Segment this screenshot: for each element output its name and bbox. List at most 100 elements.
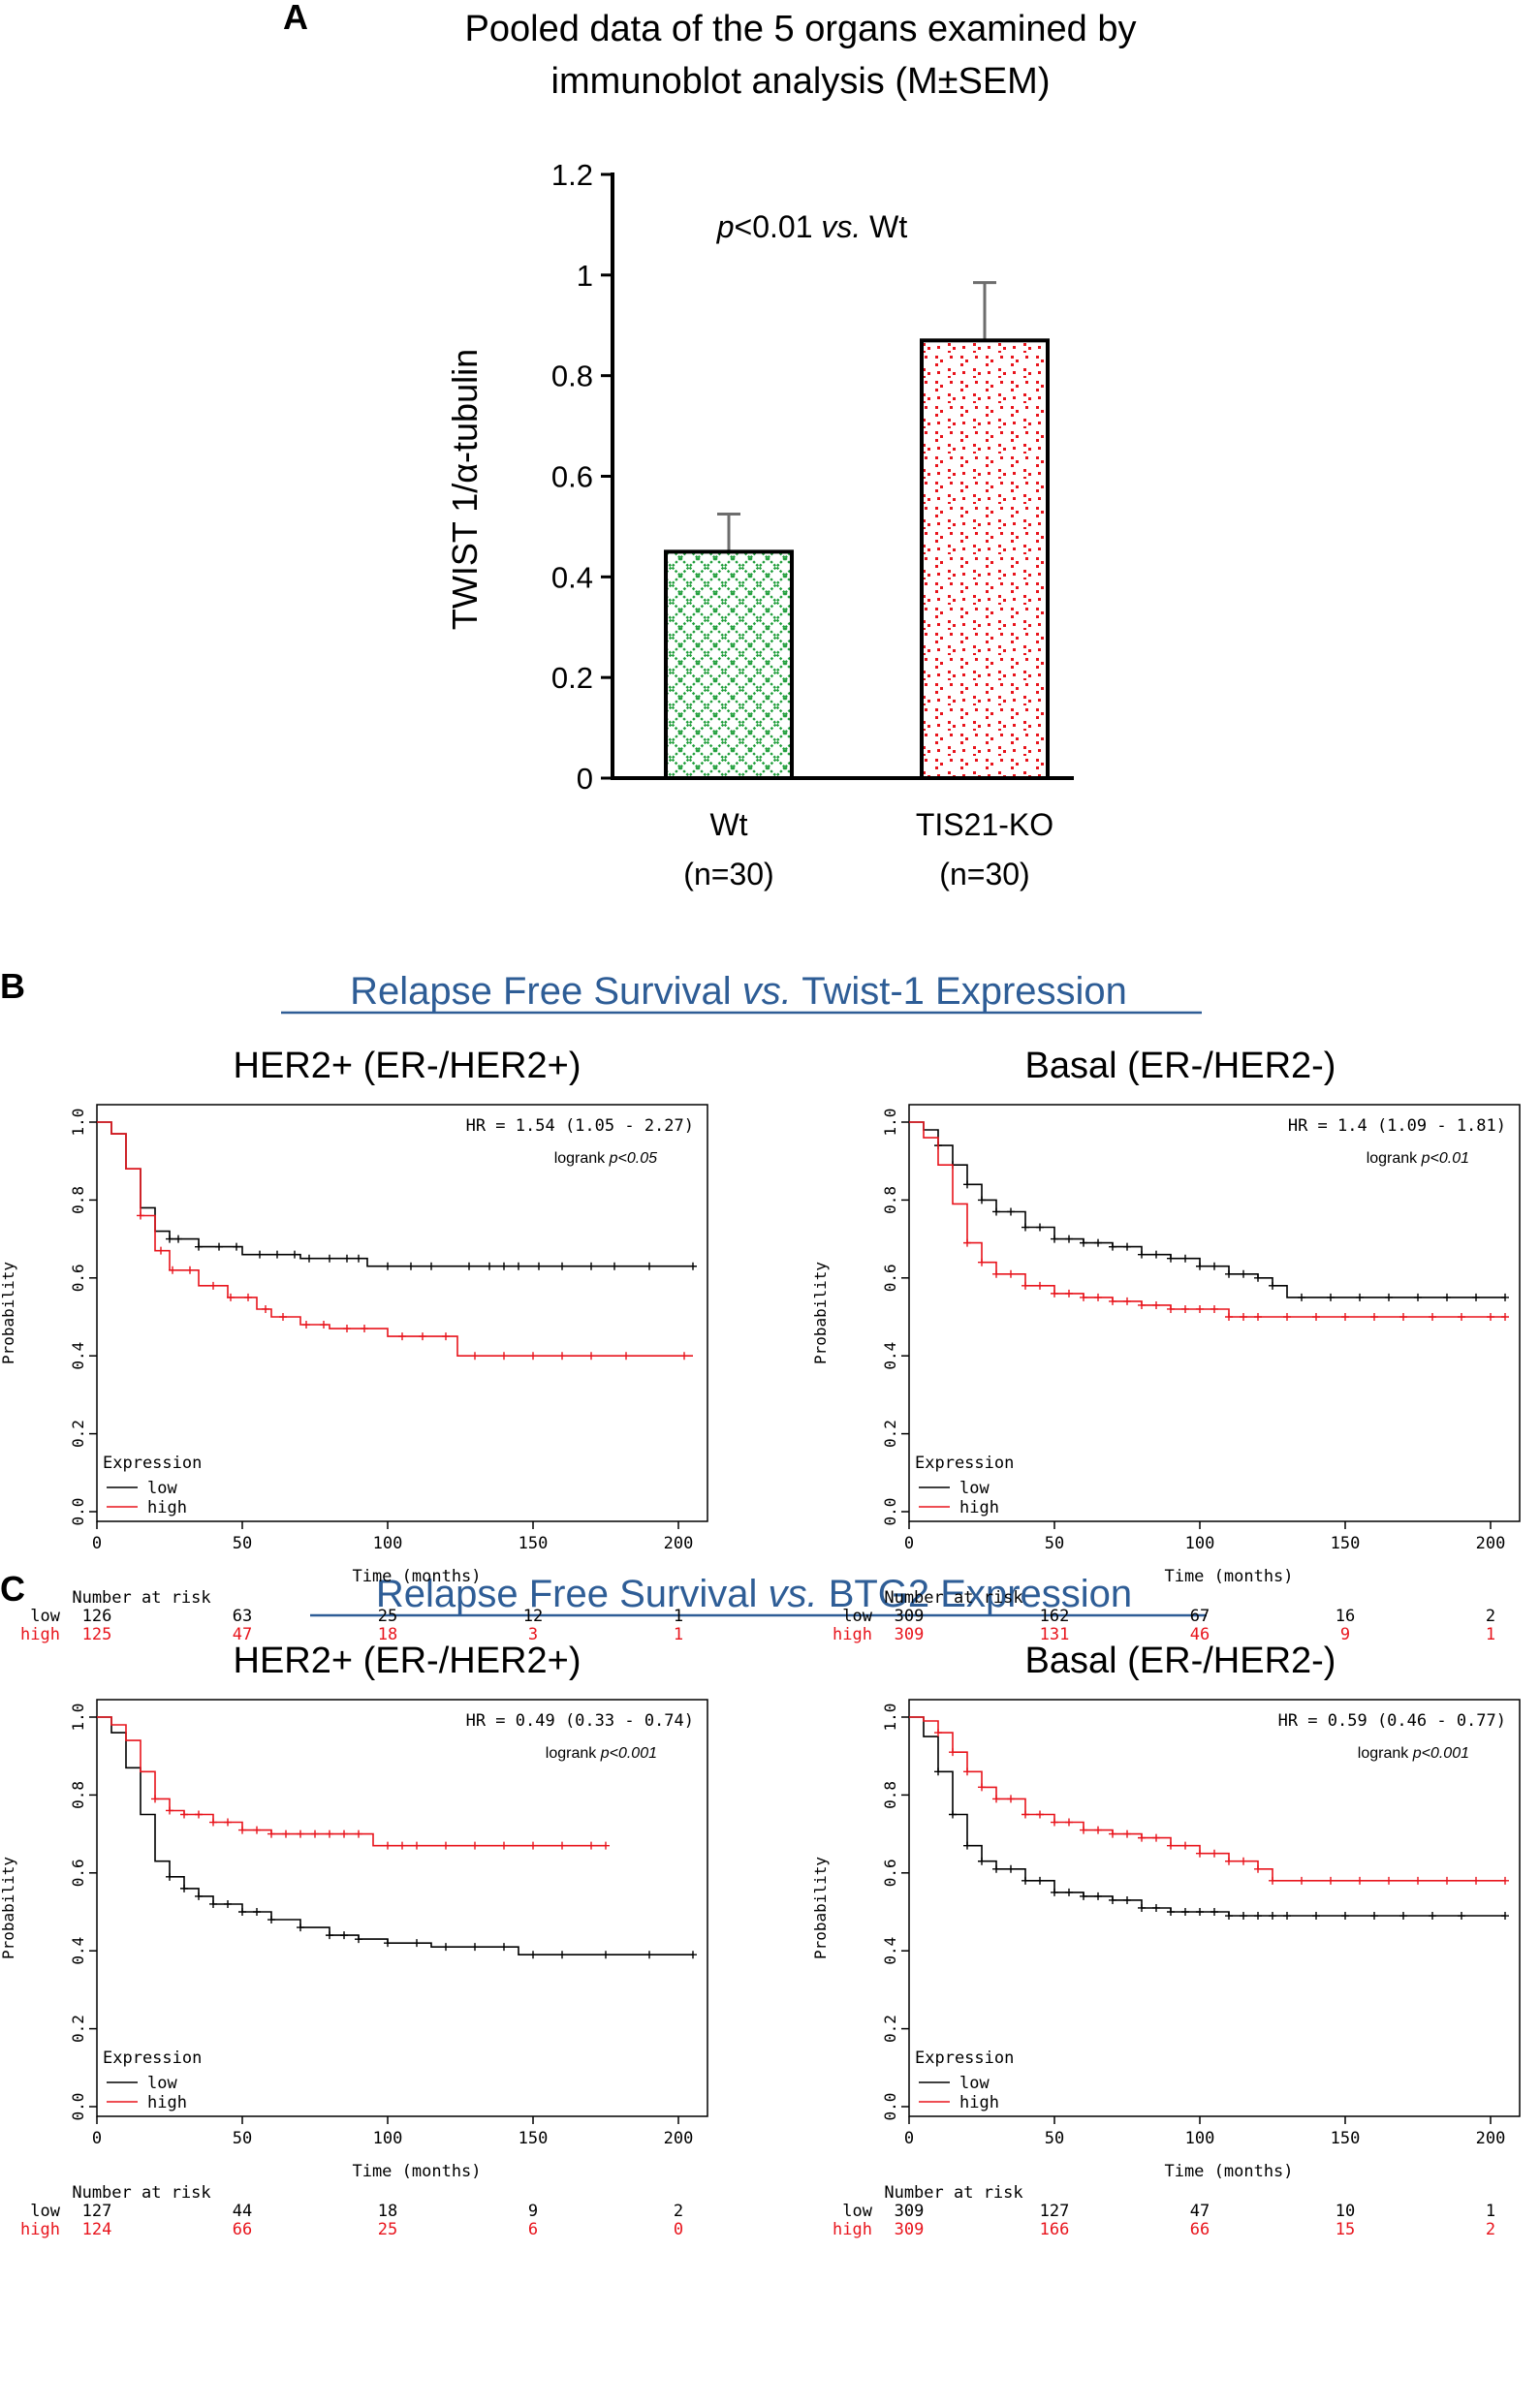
km-censor-mark-low [1181,1254,1189,1263]
km-censor-mark-low [355,1935,362,1944]
km-censor-mark-low [611,1262,618,1270]
km-censor-mark-high [992,1795,1000,1803]
km-risk-high-value: 124 [82,2220,112,2239]
km-censor-mark-high [1196,1849,1204,1858]
km-censor-mark-low [471,1943,479,1952]
km-y-tick-label: 0.6 [69,1859,87,1887]
km-censor-mark-low [486,1262,493,1270]
km-censor-mark-high [320,1321,328,1329]
panel-c: C Relapse Free Survival vs. BTG2 Express… [0,1569,1207,1617]
panel-letter-c: C [0,1569,25,1609]
km-censor-mark-low [180,1884,188,1892]
km-censor-mark-low [305,1254,313,1263]
km-risk-low-value: 44 [233,2202,252,2221]
km-censor-mark-high [1399,1313,1407,1321]
km-y-tick-label: 0.0 [881,2093,899,2121]
km-curve-low [909,1121,1505,1298]
km-censor-mark-low [1080,1238,1087,1247]
km-y-tick-label: 0.4 [881,1937,899,1965]
km-risk-high-value: 125 [82,1625,112,1644]
km-censor-mark-low [1138,1903,1146,1912]
km-censor-mark-low [1196,1908,1204,1916]
km-x-tick-label: 50 [1045,2129,1064,2148]
km-risk-title: Number at risk [884,1588,1022,1608]
km-censor-mark-high [227,1293,235,1301]
y-tick-label: 0.6 [551,460,593,494]
km-censor-mark-low [384,1262,392,1270]
km-censor-mark-high [1152,1300,1160,1309]
km-censor-mark-high [1298,1876,1305,1885]
y-axis-label: TWIST 1/α-tubulin [445,349,485,630]
km-risk-low-value: 12 [523,1607,543,1626]
km-legend-low-label: low [147,1479,177,1498]
km-legend-low-label: low [959,1479,990,1498]
km-legend-title: Expression [915,1454,1014,1473]
km-risk-low-value: 127 [1040,2202,1070,2221]
km-censor-mark-low [166,1235,173,1243]
km-censor-mark-high [279,1313,287,1321]
km-censor-mark-high [180,1810,188,1819]
km-x-tick-label: 200 [664,1534,694,1553]
km-x-tick-label: 150 [1331,1534,1361,1553]
km-censor-mark-low [689,1951,697,1959]
bar-wt [664,549,794,780]
panel-letter-a: A [283,0,308,37]
km-censor-mark-low [949,1810,957,1819]
km-censor-mark-high [195,1810,203,1819]
km-risk-high-value: 66 [1190,2220,1210,2239]
km-risk-row-low: low [30,2202,60,2221]
km-censor-mark-high [1051,1818,1058,1827]
km-censor-mark-low [992,1207,1000,1216]
km-censor-mark-high [355,1829,362,1838]
km-title: Basal (ER-/HER2-) [1025,1046,1336,1086]
km-censor-mark-low [326,1254,333,1263]
km-censor-mark-low [1138,1250,1146,1259]
km-y-tick-label: 0.8 [881,1186,899,1214]
km-censor-mark-low [1501,1912,1509,1921]
km-censor-mark-low [1327,1293,1335,1301]
km-censor-mark-high [558,1841,566,1850]
km-x-tick-label: 100 [1185,1534,1215,1553]
km-risk-high-value: 1 [674,1625,683,1644]
km-censor-mark-high [209,1281,217,1290]
km-x-label: Time (months) [352,1567,481,1586]
km-censor-mark-high [137,1211,144,1220]
km-censor-mark-low [1080,1892,1087,1900]
km-censor-mark-high [262,1304,269,1313]
km-x-tick-label: 150 [519,1534,549,1553]
km-risk-high-value: 46 [1190,1625,1210,1644]
km-censor-mark-high [1196,1304,1204,1313]
km-plot-kmB1: HER2+ (ER-/HER2+) 0.0 0.2 0.4 0.6 0.8 1.0 Proba… [0,1046,708,1644]
km-censor-mark-low [1123,1895,1131,1904]
km-censor-mark-low [340,1931,348,1940]
km-logrank: logrank p<0.001 [1358,1745,1469,1762]
km-censor-mark-low [1152,1250,1160,1259]
km-censor-mark-high [1458,1313,1465,1321]
km-censor-mark-low [1269,1912,1276,1921]
y-tick-label: 1.2 [551,158,593,192]
km-risk-low-value: 63 [233,1607,252,1626]
km-censor-mark-high [1094,1293,1102,1301]
panel-a: A Pooled data of the 5 organs examined b… [283,0,1136,891]
km-censor-mark-low [1036,1223,1044,1232]
km-logrank: logrank p<0.05 [554,1150,657,1167]
km-censor-mark-high [978,1258,986,1267]
x-category-label: TIS21-KO [916,807,1053,842]
km-censor-mark-low [253,1908,261,1916]
km-y-tick-label: 0.2 [881,1420,899,1448]
km-censor-mark-high [934,1729,942,1737]
km-x-tick-label: 0 [904,1534,914,1553]
km-censor-mark-high [1123,1297,1131,1305]
km-censor-mark-high [587,1841,595,1850]
km-y-tick-label: 0.4 [69,1937,87,1965]
km-censor-mark-high [1341,1313,1349,1321]
km-censor-mark-low [1051,1888,1058,1896]
km-risk-low-value: 1 [1486,2202,1495,2221]
km-censor-mark-low [1254,1912,1262,1921]
km-y-label: Probability [811,1262,830,1364]
km-curve-high [97,1716,606,1847]
chart-title-line2: immunoblot analysis (M±SEM) [551,61,1051,102]
km-hazard-ratio: HR = 0.59 (0.46 - 0.77) [1278,1711,1506,1731]
km-y-tick-label: 0.6 [69,1264,87,1292]
km-censor-mark-high [419,1332,426,1341]
